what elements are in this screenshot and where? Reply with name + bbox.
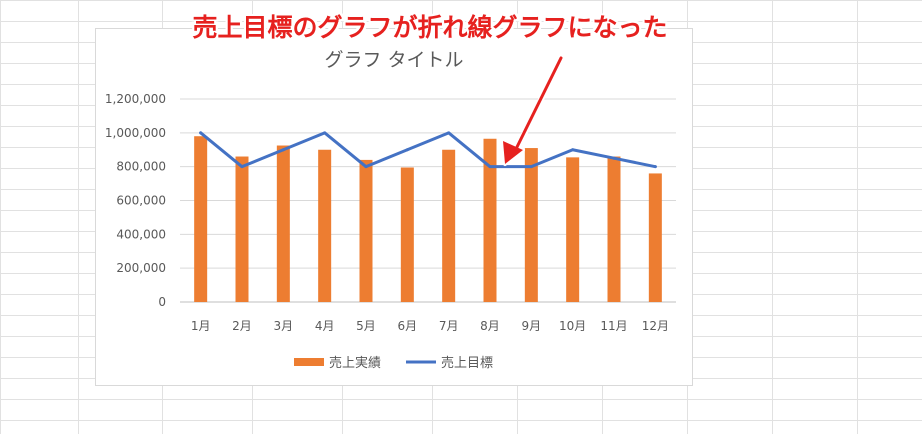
y-tick-label: 1,000,000 <box>105 126 166 140</box>
x-tick-label: 4月 <box>315 319 335 333</box>
bar-1月[interactable] <box>194 136 208 302</box>
y-axis-labels: 0 200,000 400,000 600,000 800,000 1,000,000 1,… <box>105 92 166 309</box>
line-point-10月[interactable] <box>571 148 575 152</box>
legend-label-actual[interactable]: 売上実績 <box>329 355 381 371</box>
y-tick-label: 600,000 <box>116 194 166 208</box>
line-point-5月[interactable] <box>364 165 368 169</box>
legend-swatch-bar <box>294 358 324 366</box>
bar-5月[interactable] <box>359 159 373 302</box>
bar-10月[interactable] <box>566 157 580 302</box>
x-tick-label: 11月 <box>600 319 627 333</box>
target-line[interactable] <box>199 131 657 169</box>
line-point-8月[interactable] <box>488 165 492 169</box>
line-point-7月[interactable] <box>447 131 451 135</box>
x-tick-label: 12月 <box>642 319 669 333</box>
callout-text: 売上目標のグラフが折れ線グラフになった <box>192 13 668 42</box>
bar-7月[interactable] <box>442 149 456 302</box>
bar-4月[interactable] <box>318 149 332 302</box>
line-point-11月[interactable] <box>612 156 616 160</box>
x-tick-label: 3月 <box>274 319 294 333</box>
line-point-6月[interactable] <box>405 148 409 152</box>
y-tick-label: 0 <box>158 295 166 309</box>
x-tick-label: 7月 <box>439 319 459 333</box>
x-tick-label: 2月 <box>232 319 252 333</box>
line-series <box>199 131 657 169</box>
line-point-2月[interactable] <box>240 165 244 169</box>
x-tick-label: 1月 <box>191 319 211 333</box>
line-point-4月[interactable] <box>323 131 327 135</box>
bar-6月[interactable] <box>400 167 414 302</box>
bar-8月[interactable] <box>483 138 497 302</box>
x-tick-label: 9月 <box>522 319 542 333</box>
legend: 売上実績 売上目標 <box>294 355 493 371</box>
x-tick-label: 5月 <box>356 319 376 333</box>
gridlines <box>180 98 676 303</box>
line-point-3月[interactable] <box>281 148 285 152</box>
line-point-1月[interactable] <box>199 131 203 135</box>
line-point-9月[interactable] <box>529 165 533 169</box>
legend-label-target[interactable]: 売上目標 <box>441 355 493 371</box>
bar-3月[interactable] <box>276 145 290 302</box>
arrow-head <box>503 141 523 164</box>
bar-series <box>194 136 662 302</box>
line-point-12月[interactable] <box>653 165 657 169</box>
y-tick-label: 1,200,000 <box>105 92 166 106</box>
y-tick-label: 400,000 <box>116 227 166 241</box>
bar-9月[interactable] <box>524 148 538 302</box>
bar-2月[interactable] <box>235 156 249 302</box>
x-tick-label: 10月 <box>559 319 586 333</box>
bar-12月[interactable] <box>648 173 662 302</box>
y-tick-label: 800,000 <box>116 160 166 174</box>
bar-11月[interactable] <box>607 156 621 302</box>
callout-arrow <box>501 55 564 166</box>
x-tick-label: 6月 <box>398 319 418 333</box>
x-tick-label: 8月 <box>480 319 500 333</box>
x-axis-labels: 1月 2月 3月 4月 5月 6月 7月 8月 9月 10月 11月 12月 <box>191 319 669 333</box>
y-tick-label: 200,000 <box>116 261 166 275</box>
chart-title[interactable]: グラフ タイトル <box>324 49 463 71</box>
arrow-shaft <box>514 56 563 151</box>
